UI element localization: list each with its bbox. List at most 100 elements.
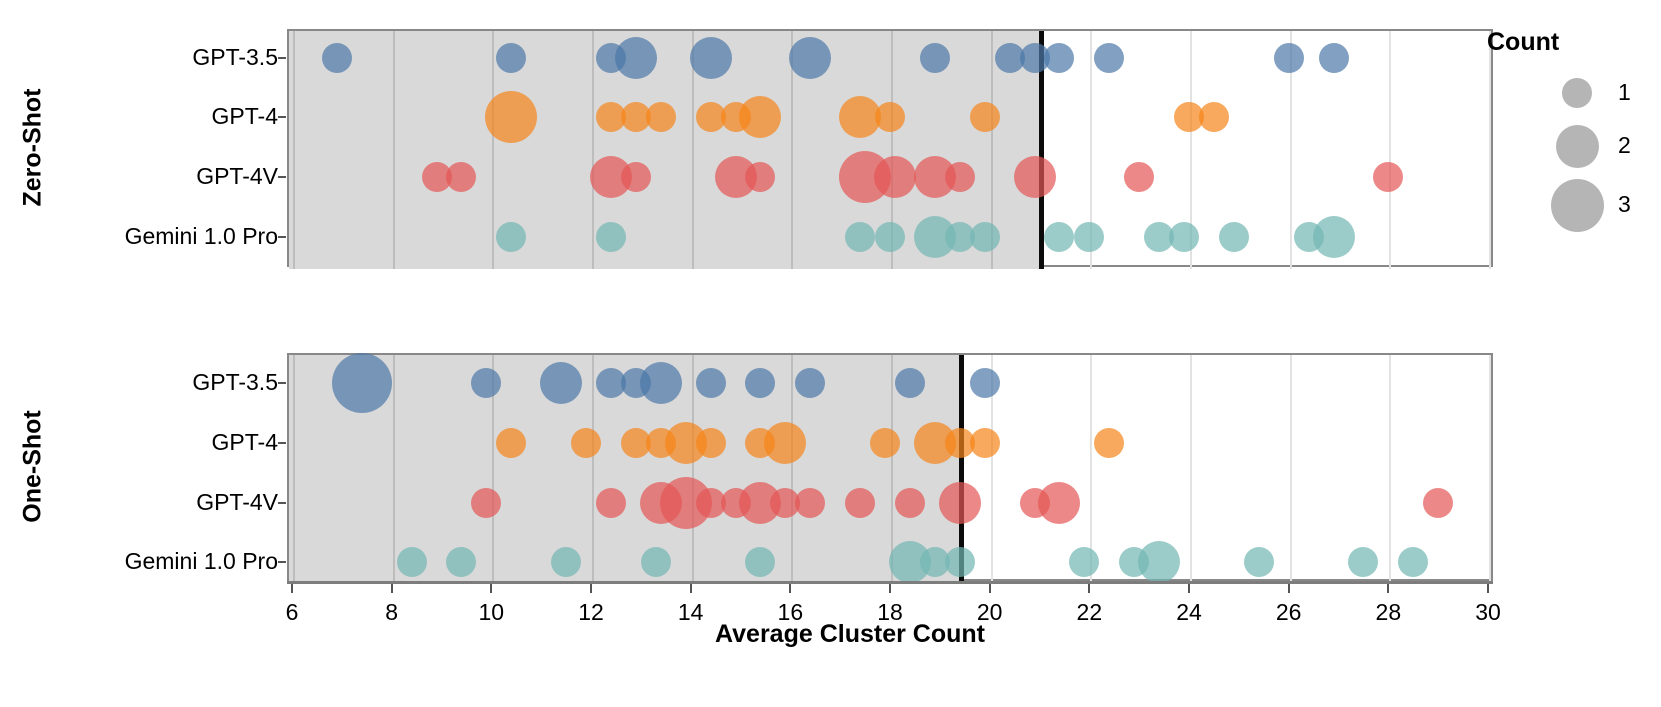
data-point [1312, 216, 1355, 258]
data-point [944, 547, 975, 577]
data-point [640, 547, 671, 577]
gridline [1190, 355, 1192, 583]
x-axis-tick [988, 584, 991, 593]
gridline [1489, 355, 1492, 583]
gridline [1289, 355, 1292, 583]
legend-size-label: 2 [1618, 132, 1631, 158]
y-axis-label: Gemini 1.0 Pro [124, 548, 278, 574]
data-point [695, 368, 726, 398]
x-axis-tick [1387, 584, 1390, 593]
y-axis-label: GPT-4V [196, 163, 278, 189]
data-point [1218, 222, 1249, 252]
data-point [764, 422, 807, 464]
x-axis-tick-label: 24 [1176, 599, 1202, 625]
data-point [1094, 428, 1125, 458]
y-axis-label: GPT-4 [211, 103, 278, 129]
x-axis-tick [889, 584, 891, 593]
gridline [591, 355, 594, 583]
y-axis-tick [278, 561, 286, 563]
y-axis-tick [278, 236, 286, 238]
data-point [1124, 162, 1155, 192]
x-axis-tick [290, 584, 293, 593]
gridline [292, 31, 295, 269]
data-point [1423, 488, 1454, 518]
legend-size-circle [1562, 78, 1592, 108]
x-axis-title: Average Cluster Count [715, 620, 985, 648]
data-point [1348, 547, 1379, 577]
data-point [845, 488, 876, 518]
gridline [691, 355, 694, 583]
data-point [1243, 547, 1274, 577]
data-point [875, 222, 905, 252]
data-point [1094, 43, 1125, 73]
data-point [595, 222, 626, 252]
x-axis-tick [789, 584, 792, 593]
data-point [894, 368, 925, 398]
data-point [614, 37, 657, 79]
x-axis-tick [490, 584, 493, 593]
x-axis-tick [1287, 584, 1290, 593]
reference-rule [1039, 31, 1044, 269]
x-axis-tick-label: 26 [1275, 599, 1302, 625]
x-axis-tick-label: 18 [877, 599, 903, 625]
data-point [1069, 547, 1100, 577]
gridline [1090, 31, 1093, 269]
data-point [1013, 156, 1056, 198]
data-point [639, 362, 682, 404]
data-point [1398, 547, 1429, 577]
gridline [1190, 31, 1192, 269]
gridline [591, 31, 594, 269]
y-axis-label: GPT-4 [211, 429, 278, 455]
gridline [392, 355, 395, 583]
gridline [990, 355, 993, 583]
x-axis-tick-label: 30 [1475, 599, 1501, 625]
data-point [969, 102, 1000, 132]
data-point [938, 482, 981, 524]
data-point [645, 102, 676, 132]
gridline [1489, 31, 1492, 269]
data-point [870, 428, 901, 458]
data-point [1318, 43, 1349, 73]
gridline [1389, 31, 1392, 269]
plot-panel-one-shot [287, 353, 1493, 583]
legend-size-circle [1550, 178, 1604, 232]
legend-size-label: 1 [1618, 79, 1631, 105]
x-axis-tick-label: 20 [976, 599, 1003, 625]
data-point [496, 428, 527, 458]
gridline [1389, 355, 1392, 583]
y-axis-tick [278, 57, 286, 59]
data-point [789, 37, 832, 79]
gridline [1289, 31, 1292, 269]
data-point [795, 488, 826, 518]
data-point [944, 162, 975, 192]
data-point [745, 368, 776, 398]
gridline [891, 31, 893, 269]
data-point [1138, 541, 1181, 583]
reference-rule [959, 355, 965, 583]
x-axis-tick [1088, 584, 1091, 593]
x-axis-tick-label: 6 [285, 599, 299, 625]
data-point [745, 547, 776, 577]
legend-title: Count [1487, 28, 1560, 56]
y-axis-tick [278, 442, 286, 444]
x-axis-line [287, 581, 1493, 584]
x-axis-tick [589, 584, 592, 593]
data-point [695, 428, 726, 458]
x-axis-tick-label: 28 [1375, 599, 1402, 625]
gridline [791, 355, 794, 583]
x-axis-tick [390, 584, 393, 593]
x-axis-tick-label: 12 [578, 599, 604, 625]
data-point [321, 43, 352, 73]
panel-group-label: Zero-Shot [18, 88, 47, 207]
data-point [745, 162, 776, 192]
data-point [1373, 162, 1404, 192]
data-point [620, 162, 651, 192]
legend-size-circle [1555, 124, 1599, 168]
data-point [540, 362, 583, 404]
data-point [969, 222, 1000, 252]
gridline [891, 355, 893, 583]
legend-size-label: 3 [1618, 191, 1631, 217]
panel-group-label: One-Shot [18, 410, 47, 523]
data-point [969, 428, 1000, 458]
